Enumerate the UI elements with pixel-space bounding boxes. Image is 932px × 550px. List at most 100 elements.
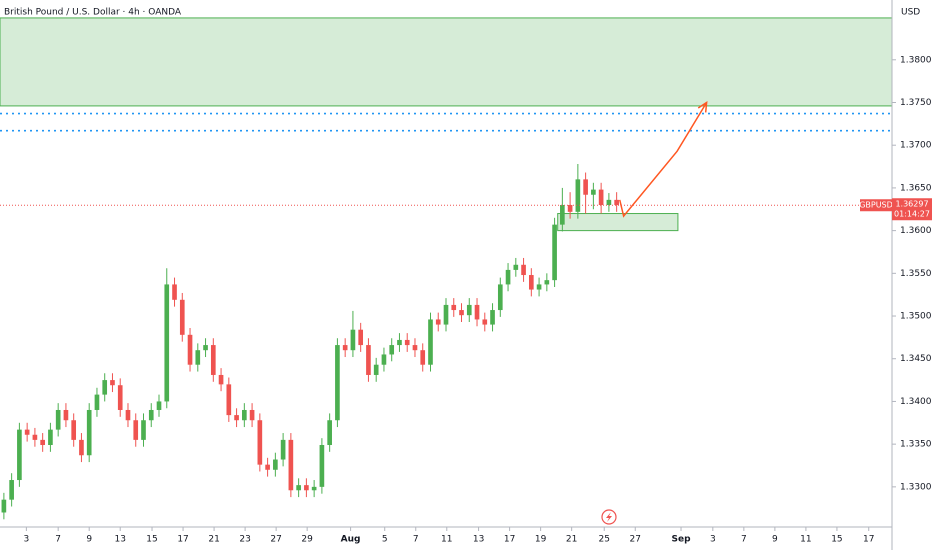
candle-body	[63, 409, 69, 421]
x-tick-label: 19	[535, 535, 547, 545]
candle-body	[203, 345, 208, 351]
candle-body	[482, 319, 488, 325]
candle-body	[257, 420, 263, 465]
candle-body	[466, 304, 472, 316]
candle-body	[614, 199, 619, 205]
candle-body	[17, 429, 22, 481]
candle-body	[521, 264, 526, 276]
candle-body	[79, 439, 84, 456]
candle-body	[24, 429, 30, 435]
candle-body	[404, 339, 410, 346]
candle-body	[389, 345, 395, 355]
candle-body	[234, 415, 239, 421]
x-tick-label: 15	[146, 535, 157, 545]
candle-body	[265, 464, 270, 470]
x-tick-label: 9	[86, 535, 92, 545]
y-tick-label: 1.34500	[900, 354, 932, 364]
x-tick-label: 3	[710, 535, 716, 545]
y-tick-label: 1.33500	[900, 440, 932, 450]
countdown: 01:14:27	[894, 210, 930, 219]
y-tick-label: 1.35000	[900, 312, 932, 322]
candle-body	[560, 204, 565, 225]
symbol-tag: GBPUSD	[859, 201, 893, 210]
x-tick-label: 13	[114, 535, 125, 545]
candle-body	[242, 409, 247, 421]
candle-body	[273, 459, 278, 470]
candle-body	[366, 345, 371, 375]
candle-body	[71, 420, 77, 440]
candle-body	[195, 350, 201, 365]
x-tick-label: 17	[863, 535, 874, 545]
candle-body	[280, 439, 286, 460]
candle-body	[583, 179, 588, 195]
x-tick-label: 21	[208, 535, 219, 545]
candle-body	[373, 364, 379, 375]
candle-body	[459, 310, 464, 316]
y-tick-label: 1.34000	[900, 397, 932, 407]
candle-body	[381, 354, 387, 365]
candle-body	[32, 434, 38, 440]
candle-body	[528, 275, 534, 290]
candle-body	[490, 310, 495, 325]
candle-body	[505, 269, 511, 285]
x-tick-label: 21	[566, 535, 577, 545]
candle-body	[172, 284, 177, 300]
candle-body	[567, 204, 573, 212]
candle-body	[474, 304, 480, 320]
candle-body	[9, 480, 14, 500]
arrow-head	[697, 101, 708, 113]
x-tick-label: 7	[413, 535, 419, 545]
candle-body	[575, 179, 581, 212]
x-tick-label: 7	[741, 535, 747, 545]
candle-body	[156, 401, 162, 410]
candle-body	[133, 420, 139, 440]
candle-body	[48, 429, 53, 446]
candle-body	[210, 345, 216, 375]
zone	[0, 17, 893, 107]
y-tick-label: 1.36000	[900, 226, 932, 236]
candle-body	[591, 189, 596, 195]
x-tick-label: 25	[599, 535, 610, 545]
candle-body	[598, 189, 604, 205]
candle-body	[304, 485, 309, 491]
candle-body	[412, 345, 418, 351]
y-tick-label: 1.36500	[900, 183, 932, 193]
candle-body	[141, 420, 146, 440]
symbol-tag-bg	[860, 199, 892, 212]
candle-body	[94, 394, 100, 410]
zone	[557, 213, 679, 232]
candle-body	[451, 304, 457, 311]
chart-title: British Pound / U.S. Dollar · 4h · OANDA	[4, 8, 182, 18]
candle-body	[536, 284, 542, 290]
candle-body	[218, 374, 224, 385]
x-tick-label: 13	[473, 535, 484, 545]
candle-body	[296, 485, 301, 491]
candle-body	[164, 284, 170, 402]
candle-body	[226, 384, 232, 416]
price-tag: 1.36297	[895, 200, 928, 209]
candle-body	[249, 409, 255, 421]
x-tick-label: 17	[504, 535, 515, 545]
candle-body	[420, 350, 426, 365]
price-tag-bg	[892, 198, 932, 221]
y-tick-label: 1.33000	[900, 482, 932, 492]
candle-body	[179, 299, 185, 335]
candle-body	[55, 409, 61, 430]
projection-arrow	[619, 102, 708, 218]
candle-body	[435, 319, 441, 325]
x-tick-label: 11	[441, 535, 452, 545]
candle-body	[443, 304, 449, 325]
candle-body	[335, 345, 340, 421]
y-tick-label: 1.38000	[900, 55, 932, 65]
candle-body	[86, 409, 92, 456]
candle-body	[497, 284, 503, 311]
candle-body	[350, 329, 356, 351]
candle-body	[117, 385, 123, 410]
x-tick-label: 9	[772, 535, 778, 545]
x-tick-label: 23	[239, 535, 250, 545]
lightning-icon	[601, 509, 617, 525]
x-tick-label: 11	[800, 535, 811, 545]
candle-body	[342, 345, 348, 351]
candle-body	[125, 409, 131, 421]
